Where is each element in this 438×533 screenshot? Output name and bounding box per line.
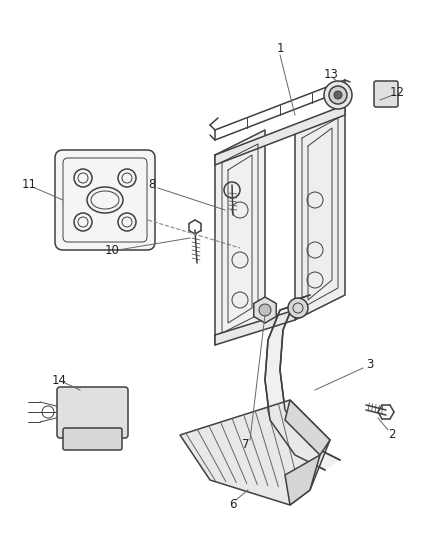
Polygon shape (294, 105, 344, 320)
Text: 10: 10 (104, 244, 119, 256)
Polygon shape (180, 400, 329, 505)
Polygon shape (284, 400, 329, 455)
FancyBboxPatch shape (57, 387, 128, 438)
Text: 11: 11 (21, 179, 36, 191)
Circle shape (323, 81, 351, 109)
Text: 12: 12 (389, 85, 403, 99)
Text: 3: 3 (365, 359, 373, 372)
Text: 14: 14 (51, 374, 66, 386)
Circle shape (287, 298, 307, 318)
Polygon shape (253, 297, 276, 323)
Circle shape (258, 304, 270, 316)
Circle shape (333, 91, 341, 99)
FancyBboxPatch shape (63, 428, 122, 450)
Text: 2: 2 (387, 429, 395, 441)
Polygon shape (265, 295, 339, 470)
Text: 8: 8 (148, 179, 155, 191)
Polygon shape (215, 105, 344, 165)
Circle shape (328, 86, 346, 104)
Text: 1: 1 (276, 42, 283, 54)
FancyBboxPatch shape (55, 150, 155, 250)
Polygon shape (284, 455, 319, 505)
Text: 7: 7 (242, 439, 249, 451)
Text: 6: 6 (229, 498, 236, 512)
Polygon shape (215, 130, 265, 345)
FancyBboxPatch shape (373, 81, 397, 107)
Text: 13: 13 (323, 69, 338, 82)
Polygon shape (215, 310, 294, 345)
